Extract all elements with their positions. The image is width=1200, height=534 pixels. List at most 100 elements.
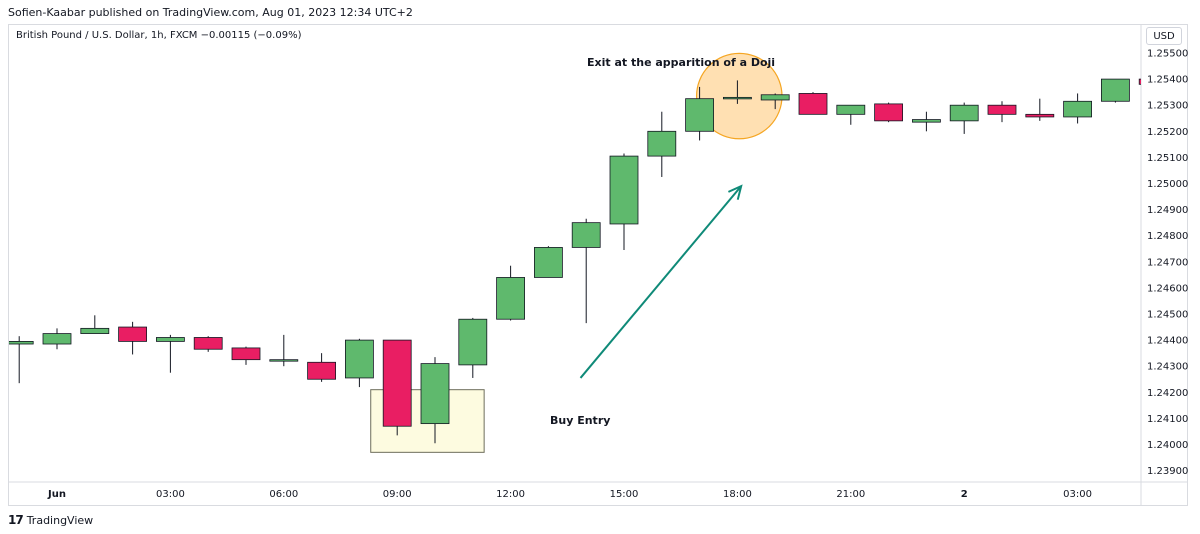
candle-up[interactable] xyxy=(496,265,526,321)
candle-up[interactable] xyxy=(609,153,639,251)
candle-up[interactable] xyxy=(685,86,714,141)
time-tick-label: 2 xyxy=(961,489,968,500)
candle-down[interactable] xyxy=(987,101,1017,123)
candle-down[interactable] xyxy=(231,346,261,365)
candle-down[interactable] xyxy=(118,321,147,355)
candle-body xyxy=(80,327,110,334)
candle-up[interactable] xyxy=(647,111,677,177)
exit-annotation[interactable]: Exit at the apparition of a Doji xyxy=(587,56,775,69)
buy-entry-annotation[interactable]: Buy Entry xyxy=(550,414,610,427)
candle-body xyxy=(836,104,866,115)
currency-button[interactable]: USD xyxy=(1146,27,1182,45)
candle-body xyxy=(760,94,790,101)
candle-down[interactable] xyxy=(307,353,337,382)
candle-body xyxy=(458,318,488,366)
candle-up[interactable] xyxy=(5,336,34,384)
candle-body xyxy=(609,155,639,225)
time-tick-label: 15:00 xyxy=(610,489,639,500)
candle-body xyxy=(420,363,450,425)
price-tick-label: 1.25500 xyxy=(1147,49,1188,60)
price-tick-label: 1.24000 xyxy=(1147,440,1188,451)
candle-body xyxy=(647,130,677,157)
candle-body xyxy=(685,98,714,132)
candle-body xyxy=(1063,100,1092,118)
candle-body xyxy=(344,339,374,379)
price-tick-label: 1.24900 xyxy=(1147,205,1188,216)
trend-arrow-line[interactable] xyxy=(579,185,742,379)
candle-down[interactable] xyxy=(798,92,828,115)
candle-up[interactable] xyxy=(760,93,790,110)
time-tick-label: 06:00 xyxy=(269,489,298,500)
plot-area xyxy=(5,52,1167,453)
candle-body xyxy=(42,333,72,345)
price-tick-label: 1.24300 xyxy=(1147,362,1188,373)
candle-body xyxy=(1025,113,1055,118)
trend-arrow-head-icon xyxy=(728,184,743,200)
price-tick-label: 1.24600 xyxy=(1147,283,1188,294)
publisher-header: Sofien-Kaabar published on TradingView.c… xyxy=(8,6,413,19)
price-tick-label: 1.24400 xyxy=(1147,336,1188,347)
candle-body xyxy=(571,222,601,248)
candle-up[interactable] xyxy=(571,218,601,324)
candle-body xyxy=(193,337,223,350)
chart-frame xyxy=(8,24,1188,506)
candle-down[interactable] xyxy=(382,339,412,436)
candle-body xyxy=(912,119,941,123)
brand-name: TradingView xyxy=(26,513,94,527)
candle-up[interactable] xyxy=(836,104,866,125)
candle-body xyxy=(307,361,337,380)
candle-down[interactable] xyxy=(1025,98,1055,121)
candle-body xyxy=(231,347,261,361)
candle-up[interactable] xyxy=(912,111,941,132)
symbol-info: British Pound / U.S. Dollar, 1h, FXCM −0… xyxy=(16,30,302,41)
time-tick-label: 09:00 xyxy=(383,489,412,500)
time-tick-label: 12:00 xyxy=(496,489,525,500)
candle-up[interactable] xyxy=(269,334,299,367)
candle-up[interactable] xyxy=(1063,93,1092,124)
candle-body xyxy=(155,337,185,342)
candle-body xyxy=(723,96,752,100)
time-tick-label: 18:00 xyxy=(723,489,752,500)
price-tick-label: 1.24100 xyxy=(1147,414,1188,425)
candle-up[interactable] xyxy=(344,338,374,388)
candle-body xyxy=(874,103,903,122)
price-tick-label: 1.24700 xyxy=(1147,257,1188,268)
candle-body xyxy=(1138,78,1141,85)
candle-up[interactable] xyxy=(1101,78,1130,103)
candle-up[interactable] xyxy=(949,102,979,134)
candle-up[interactable] xyxy=(458,317,488,378)
candle-up[interactable] xyxy=(723,80,752,104)
time-tick-label: Jun xyxy=(47,489,66,500)
candle-up[interactable] xyxy=(534,246,563,278)
candle-down[interactable] xyxy=(193,336,223,352)
price-tick-label: 1.24800 xyxy=(1147,231,1188,242)
candle-body xyxy=(1101,78,1130,102)
candle-body xyxy=(9,341,34,345)
price-tick-label: 1.25200 xyxy=(1147,127,1188,138)
candle-body xyxy=(987,104,1017,115)
candle-up[interactable] xyxy=(420,357,450,444)
candle-up[interactable] xyxy=(80,315,110,334)
tradingview-logo-icon: 17 xyxy=(8,513,24,527)
time-tick-label: 03:00 xyxy=(1063,489,1092,500)
candle-up[interactable] xyxy=(42,328,72,350)
candle-body xyxy=(118,326,147,342)
tradingview-brand[interactable]: 17 TradingView xyxy=(8,513,93,527)
candle-up[interactable] xyxy=(155,334,185,373)
candle-down[interactable] xyxy=(874,102,903,123)
price-tick-label: 1.25400 xyxy=(1147,75,1188,86)
candle-down[interactable] xyxy=(1138,76,1167,86)
price-tick-label: 1.24500 xyxy=(1147,310,1188,321)
time-tick-label: 21:00 xyxy=(836,489,865,500)
price-tick-label: 1.25100 xyxy=(1147,153,1188,164)
price-tick-label: 1.25300 xyxy=(1147,101,1188,112)
candle-body xyxy=(798,93,828,115)
time-tick-label: 03:00 xyxy=(156,489,185,500)
price-tick-label: 1.25000 xyxy=(1147,179,1188,190)
candle-body xyxy=(534,247,563,278)
candle-body xyxy=(382,339,412,427)
candle-body xyxy=(949,104,979,122)
price-tick-label: 1.23900 xyxy=(1147,466,1188,477)
candle-body xyxy=(496,277,526,320)
